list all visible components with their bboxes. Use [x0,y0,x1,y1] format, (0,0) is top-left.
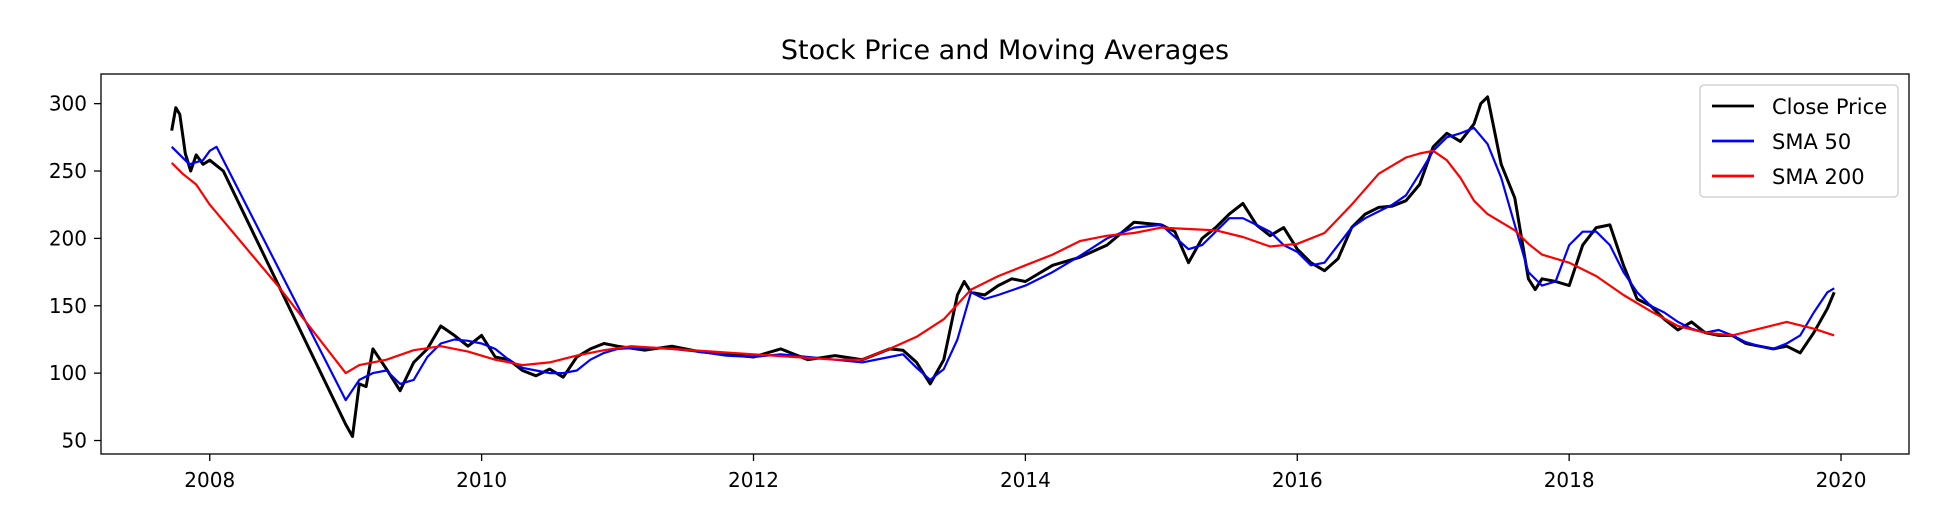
y-tick-label: 250 [49,159,87,183]
x-tick-label: 2014 [1000,468,1051,492]
y-tick-label: 50 [62,429,87,453]
legend-label: SMA 50 [1772,130,1851,154]
plot-area-frame [100,73,1910,455]
x-tick-label: 2010 [456,468,507,492]
y-axis: 50 100 150 200 250 300 [49,92,101,453]
x-tick-label: 2012 [728,468,779,492]
series-layer [170,95,1836,438]
series-line-1 [170,95,1836,438]
x-tick-label: 2016 [1272,468,1323,492]
y-tick-label: 200 [49,226,87,250]
series-line-2 [170,126,1835,402]
x-tick-label: 2020 [1816,468,1867,492]
legend-label: SMA 200 [1772,165,1865,189]
legend: Close Price SMA 50 SMA 200 [1699,84,1899,198]
y-tick-label: 100 [49,361,87,385]
chart-title: Stock Price and Moving Averages [781,35,1229,66]
y-tick-label: 300 [49,92,87,116]
series-line-3 [170,149,1835,375]
legend-label: Close Price [1772,95,1887,119]
legend-box [1699,84,1899,198]
x-axis: 2008 2010 2012 2014 2016 2018 2020 [184,454,1866,492]
x-tick-label: 2018 [1544,468,1595,492]
x-tick-label: 2008 [184,468,235,492]
y-tick-label: 150 [49,294,87,318]
